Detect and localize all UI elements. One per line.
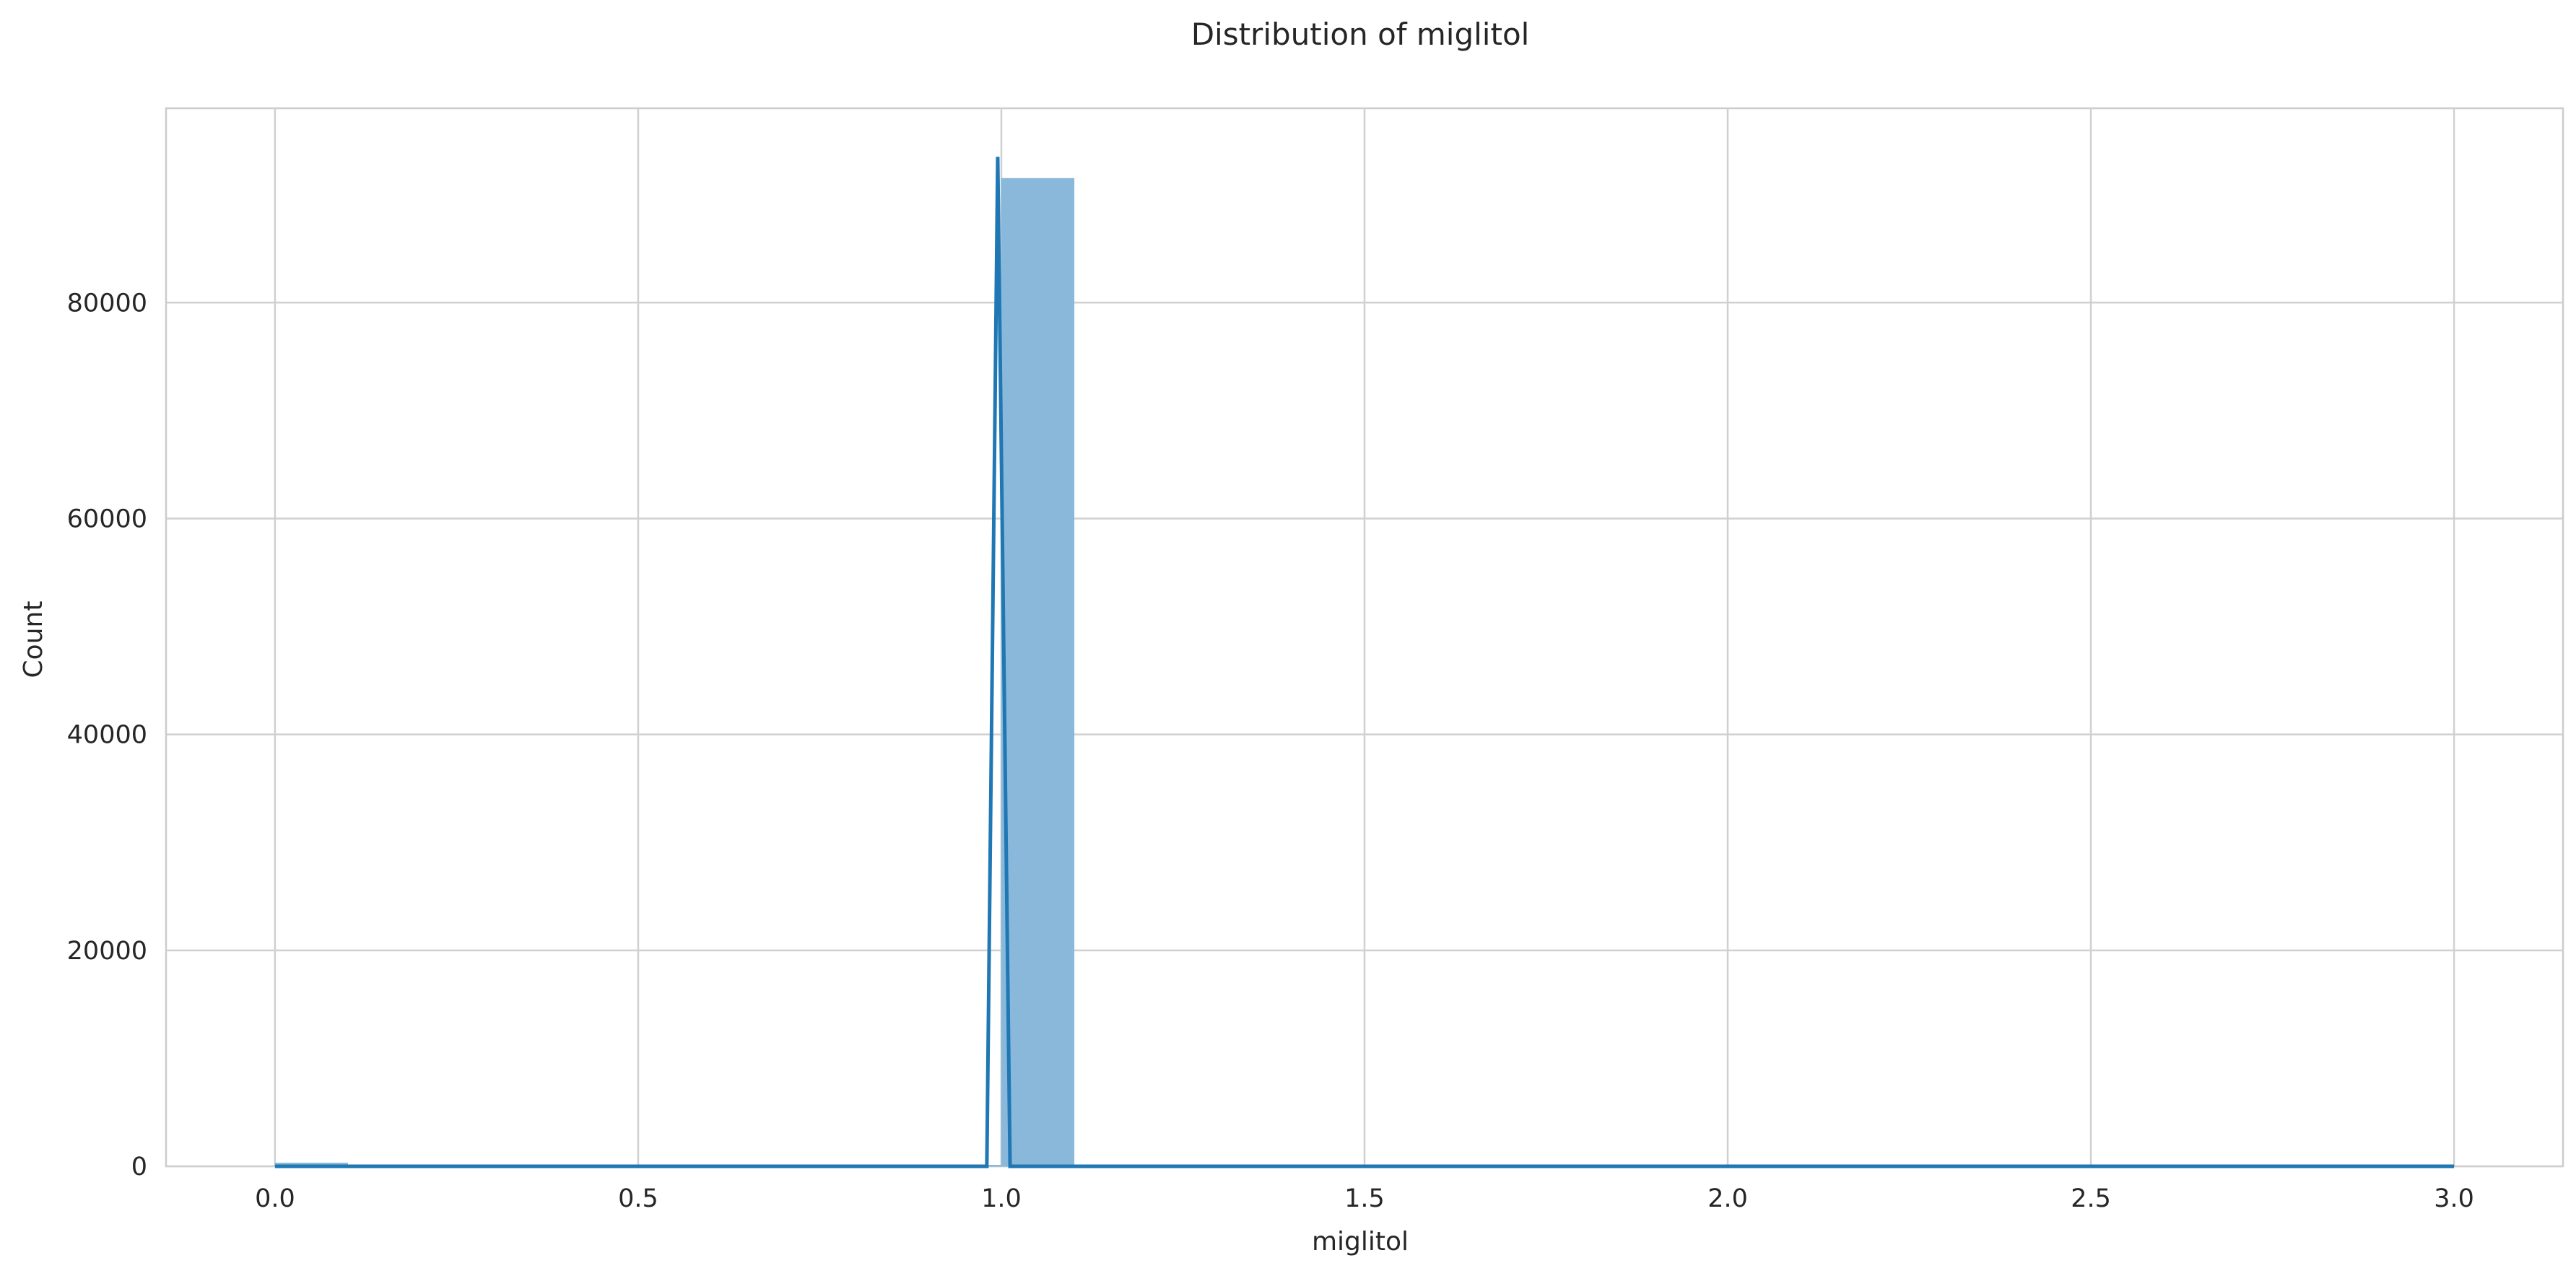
y-tick-label-0: 0 bbox=[131, 1153, 147, 1181]
y-tick-label-2: 40000 bbox=[67, 721, 147, 750]
y-tick-label-4: 80000 bbox=[67, 289, 147, 318]
y-axis-label: Count bbox=[19, 601, 48, 678]
y-tick-label-3: 60000 bbox=[67, 504, 147, 533]
x-tick-label-0: 0.0 bbox=[255, 1184, 295, 1213]
x-tick-label-2: 1.0 bbox=[981, 1184, 1022, 1213]
grid-lines bbox=[166, 108, 2563, 1168]
x-axis-ticks: 0.0 0.5 1.0 1.5 2.0 2.5 3.0 bbox=[255, 1184, 2474, 1213]
kde-density-line bbox=[274, 157, 2455, 1168]
kde-line-layer bbox=[274, 157, 2455, 1168]
x-tick-label-5: 2.5 bbox=[2071, 1184, 2111, 1213]
chart-title: Distribution of miglitol bbox=[1191, 17, 1530, 52]
x-axis-label: miglitol bbox=[1312, 1227, 1409, 1257]
x-tick-label-6: 3.0 bbox=[2434, 1184, 2474, 1213]
y-tick-label-1: 20000 bbox=[67, 937, 147, 966]
histogram-bar-10 bbox=[1001, 178, 1075, 1167]
x-tick-label-3: 1.5 bbox=[1344, 1184, 1385, 1213]
x-tick-label-4: 2.0 bbox=[1707, 1184, 1748, 1213]
x-tick-label-1: 0.5 bbox=[618, 1184, 658, 1213]
y-axis-ticks: 0 20000 40000 60000 80000 bbox=[67, 289, 147, 1181]
